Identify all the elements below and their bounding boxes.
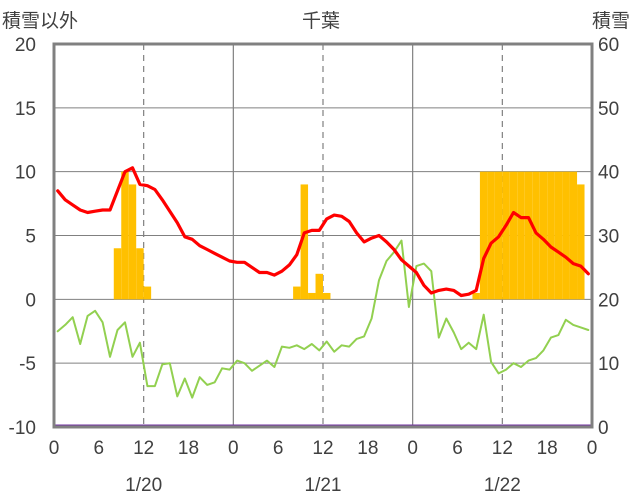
plot-frame xyxy=(52,42,594,429)
snow-bar xyxy=(547,171,555,300)
snow-bar xyxy=(569,171,578,300)
snow-bar xyxy=(128,184,137,300)
plot-border xyxy=(52,42,594,429)
right-y-tick-label: 50 xyxy=(598,99,619,120)
x-tick-label: 0 xyxy=(407,438,418,459)
right-y-tick-label: 20 xyxy=(598,290,619,311)
x-tick-label: 18 xyxy=(537,438,558,459)
left-y-tick-label: 20 xyxy=(15,35,36,56)
snow-bar xyxy=(293,286,301,300)
snow-bar xyxy=(487,171,495,300)
snow-bar xyxy=(479,171,488,300)
right-axis-title: 積雪 xyxy=(592,11,631,32)
snow-bar xyxy=(562,171,570,300)
right-y-tick-label: 60 xyxy=(598,35,619,56)
x-tick-label: 0 xyxy=(49,438,60,459)
snow-bar xyxy=(308,292,316,300)
x-tick-label: 6 xyxy=(273,438,284,459)
snow-depth-bars xyxy=(113,171,585,300)
right-y-tick-label: 40 xyxy=(598,163,619,184)
snow-bar xyxy=(472,292,480,300)
snow-bar xyxy=(532,171,540,300)
snow-bar xyxy=(315,273,323,300)
snow-bar xyxy=(323,292,331,300)
chart-title: 千葉 xyxy=(302,11,341,32)
snow-bar xyxy=(517,171,525,300)
left-y-tick-label: 5 xyxy=(25,227,36,248)
snow-bar xyxy=(577,184,585,300)
snow-bar xyxy=(502,171,510,300)
date-label: 1/21 xyxy=(305,475,342,496)
green-series-line xyxy=(56,239,590,399)
snow-bar xyxy=(113,248,122,300)
x-tick-label: 12 xyxy=(492,438,513,459)
left-y-tick-label: 0 xyxy=(25,290,36,311)
left-y-tick-label: 10 xyxy=(15,163,36,184)
date-label: 1/20 xyxy=(125,475,162,496)
left-axis-title: 積雪以外 xyxy=(2,11,79,32)
x-tick-label: 6 xyxy=(94,438,105,459)
left-y-tick-label: -10 xyxy=(9,418,36,439)
x-tick-label: 12 xyxy=(312,438,333,459)
snow-bar xyxy=(524,171,533,300)
x-tick-label: 6 xyxy=(452,438,463,459)
x-tick-label: 18 xyxy=(178,438,199,459)
right-y-tick-label: 0 xyxy=(598,418,609,439)
red-series-line xyxy=(56,166,590,298)
left-y-tick-label: 15 xyxy=(15,99,36,120)
left-y-tick-label: -5 xyxy=(19,354,36,375)
x-tick-label: 0 xyxy=(228,438,239,459)
x-tick-label: 0 xyxy=(587,438,598,459)
right-y-tick-label: 30 xyxy=(598,227,619,248)
right-y-tick-label: 10 xyxy=(598,354,619,375)
snow-bar xyxy=(509,171,518,300)
x-tick-label: 18 xyxy=(357,438,378,459)
x-tick-label: 12 xyxy=(133,438,154,459)
snow-bar xyxy=(300,184,309,300)
date-label: 1/22 xyxy=(484,475,521,496)
snow-bar xyxy=(136,248,144,300)
snow-bar xyxy=(554,171,563,300)
snow-bar xyxy=(143,286,152,300)
snow-bar xyxy=(121,171,129,300)
snow-bar xyxy=(539,171,548,300)
